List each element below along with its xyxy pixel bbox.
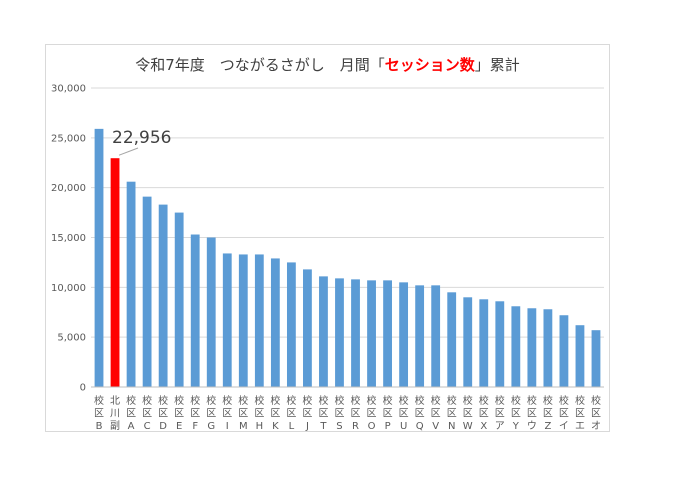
bar [591,330,601,387]
bar [351,279,360,387]
x-tick-label: 校区 R [351,394,361,432]
bar [190,234,200,387]
callout-leader [118,147,139,156]
bar [463,297,473,387]
x-tick-label: 校区 V [431,394,441,432]
x-tick-label: 校区ア [495,394,505,432]
x-tick-label: 校区 J [302,394,312,432]
bar [206,237,216,387]
bar [447,292,457,387]
y-tick-label: 25,000 [51,133,86,144]
x-tick-label: 校区 Z [543,394,553,432]
bar [335,278,344,387]
y-tick-label: 30,000 [51,84,86,95]
bar [158,204,168,387]
bar [543,309,553,387]
y-tick-label: 5,000 [57,333,86,344]
x-tick-label: 校区 A [126,394,136,432]
y-tick-label: 15,000 [51,233,86,244]
chart-title: 令和7年度 つながるさがし 月間「セッション数」累計 [45,54,610,75]
bar [431,285,441,387]
x-tick-label: 校区 E [174,394,184,432]
bar [142,196,152,387]
title-text: 令和7年度 つながるさがし 月間「 [135,56,385,74]
x-tick-label: 校区ウ [527,394,537,432]
x-tick-label: 校区 U [399,394,409,432]
y-tick-label: 10,000 [51,283,86,294]
bar [383,280,392,387]
bar [126,181,136,387]
x-tick-label: 校区 S [334,394,344,432]
bar [575,325,585,387]
x-tick-label: 校区イ [559,394,569,432]
x-tick-label: 校区 Q [415,394,425,432]
x-tick-label: 校区 T [318,394,328,432]
bar [415,285,425,387]
bar [222,253,232,387]
bar [110,158,120,387]
x-tick-label: 校区 B [94,394,104,432]
y-tick-label: 0 [80,383,86,394]
x-tick-label: 校区 X [479,394,489,432]
bar [94,128,104,387]
bar [286,262,296,387]
bar [303,269,312,387]
bar [319,276,328,387]
x-tick-label: 校区 H [254,394,264,432]
bar [270,258,280,387]
x-tick-label: 校区 D [158,394,168,432]
bar [238,254,248,387]
bar [527,308,537,387]
data-label: 22,956 [112,128,171,148]
x-tick-label: 校区オ [591,394,601,432]
bar [367,280,376,387]
x-tick-label: 校区 W [463,394,473,432]
x-tick-label: 校区 G [206,394,216,432]
x-tick-label: 校区 I [222,394,232,432]
x-tick-label: 校区 F [190,394,200,432]
x-tick-label: 北川副 [110,395,120,432]
bar [254,254,264,387]
bar [399,282,409,387]
x-tick-label: 校区 O [367,394,377,432]
x-tick-label: 校区 P [383,394,393,432]
y-tick-label: 20,000 [51,183,86,194]
bar [495,301,505,387]
x-tick-label: 校区 L [286,394,296,432]
x-tick-label: 校区 M [238,394,248,432]
title-suffix: 」累計 [474,56,520,74]
x-tick-label: 校区 Y [511,394,521,432]
bar [479,299,489,387]
x-tick-label: 校区 N [447,394,457,432]
x-tick-label: 校区 K [270,394,280,432]
bar [559,315,569,387]
x-tick-label: 校区エ [575,394,585,432]
bar [511,306,521,387]
x-tick-label: 校区 C [142,394,152,432]
title-highlight: セッション数 [384,56,475,74]
bar [174,212,184,387]
